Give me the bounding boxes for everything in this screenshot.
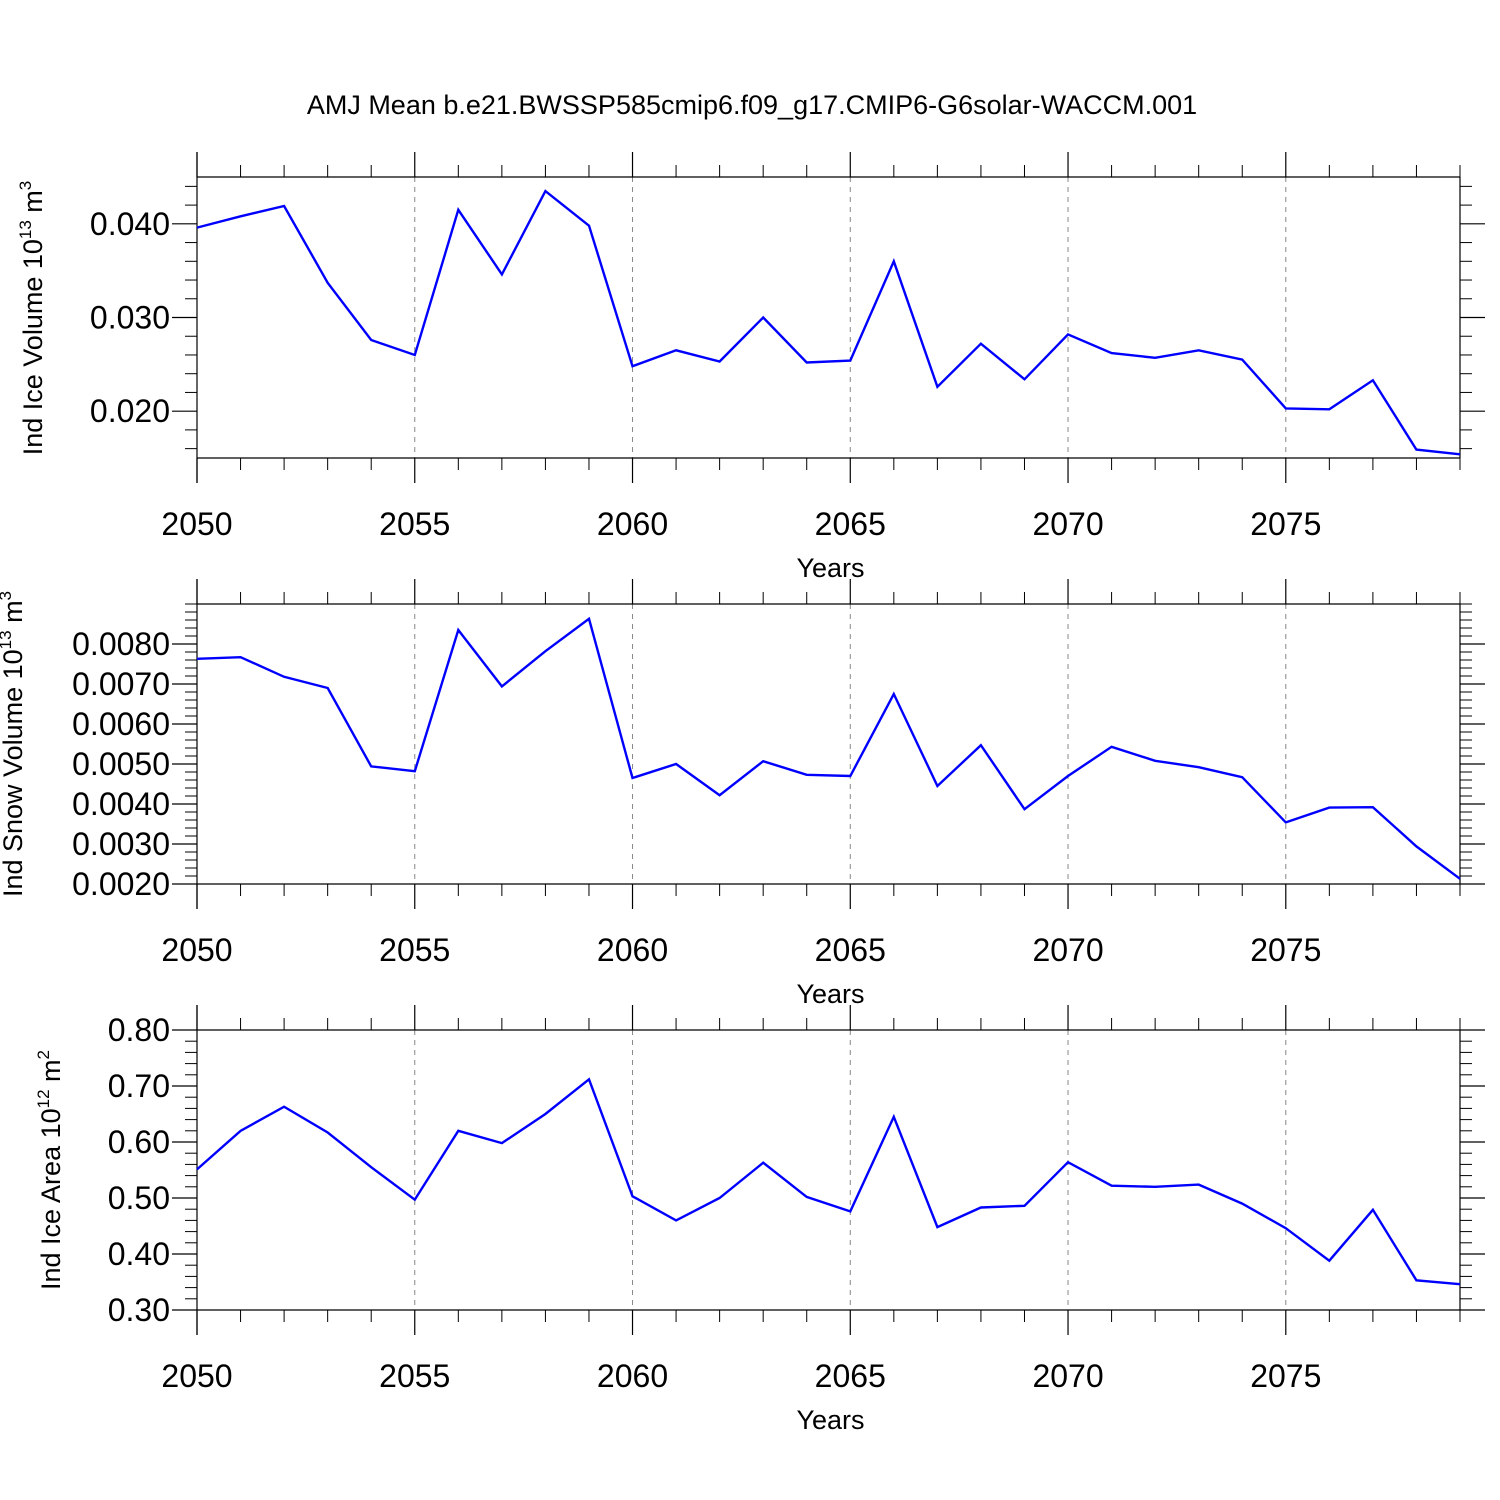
y-tick-label: 0.0060 bbox=[72, 706, 170, 742]
y-tick-label: 0.50 bbox=[108, 1180, 170, 1216]
figure-title: AMJ Mean b.e21.BWSSP585cmip6.f09_g17.CMI… bbox=[307, 90, 1197, 120]
chart-panels: 0.020 0.030 0.040 2050 2055 2060 2065 2070 2075 Y… bbox=[0, 152, 1485, 1435]
y-axis-title: Ind Ice Area 1012 m2 bbox=[34, 1050, 66, 1290]
y-tick-label: 0.030 bbox=[90, 300, 170, 336]
x-tick-label: 2065 bbox=[815, 1358, 886, 1394]
y-axis-title-part: Ind Snow Volume 10 bbox=[0, 649, 28, 897]
y-tick-label: 0.0070 bbox=[72, 666, 170, 702]
x-axis-title: Years bbox=[796, 1405, 864, 1435]
y-axis-title-superscript: 3 bbox=[0, 591, 15, 600]
y-tick-label: 0.30 bbox=[108, 1292, 170, 1328]
y-tick-label: 0.0080 bbox=[72, 626, 170, 662]
y-tick-label: 0.40 bbox=[108, 1236, 170, 1272]
panel-3: 0.30 0.40 0.50 0.60 0.70 0.80 2050 2055 2060 2065… bbox=[34, 1005, 1485, 1435]
x-tick-label: 2065 bbox=[815, 506, 886, 542]
x-tick-label: 2070 bbox=[1032, 932, 1103, 968]
x-tick-label: 2050 bbox=[161, 506, 232, 542]
y-tick-label: 0.040 bbox=[90, 206, 170, 242]
y-tick-label: 0.0050 bbox=[72, 746, 170, 782]
y-tick-label: 0.70 bbox=[108, 1068, 170, 1104]
x-tick-label: 2055 bbox=[379, 506, 450, 542]
x-tick-label: 2065 bbox=[815, 932, 886, 968]
x-tick-label: 2070 bbox=[1032, 1358, 1103, 1394]
y-tick-label: 0.0020 bbox=[72, 866, 170, 902]
x-axis-title: Years bbox=[796, 979, 864, 1009]
x-tick-label: 2060 bbox=[597, 506, 668, 542]
y-tick-label: 0.0030 bbox=[72, 826, 170, 862]
series-line bbox=[196, 616, 1461, 880]
panel-2: 0.0020 0.0030 0.0040 0.0050 0.0060 0.0070 0.00… bbox=[0, 579, 1485, 1009]
y-axis-title-part: m bbox=[0, 600, 28, 630]
y-axis-title-superscript: 12 bbox=[34, 1089, 53, 1108]
y-tick-label: 0.60 bbox=[108, 1124, 170, 1160]
x-tick-label: 2050 bbox=[161, 1358, 232, 1394]
x-tick-label: 2055 bbox=[379, 932, 450, 968]
y-axis-title: Ind Ice Volume 1013 m3 bbox=[16, 181, 48, 456]
x-tick-label: 2075 bbox=[1250, 1358, 1321, 1394]
y-axis-title-superscript: 2 bbox=[34, 1050, 53, 1059]
y-tick-label: 0.80 bbox=[108, 1012, 170, 1048]
y-tick-label: 0.020 bbox=[90, 393, 170, 429]
series-line bbox=[196, 1077, 1461, 1286]
x-tick-label: 2075 bbox=[1250, 932, 1321, 968]
x-tick-label: 2055 bbox=[379, 1358, 450, 1394]
y-axis-title-part: Ind Ice Volume 10 bbox=[18, 239, 48, 455]
y-axis-title-part: Ind Ice Area 10 bbox=[36, 1108, 66, 1290]
series-line bbox=[196, 189, 1461, 456]
x-tick-label: 2075 bbox=[1250, 506, 1321, 542]
x-tick-label: 2050 bbox=[161, 932, 232, 968]
x-axis-title: Years bbox=[796, 553, 864, 583]
x-tick-label: 2070 bbox=[1032, 506, 1103, 542]
panel-1: 0.020 0.030 0.040 2050 2055 2060 2065 2070 2075 Y… bbox=[16, 152, 1485, 583]
y-axis-title-part: m bbox=[36, 1059, 66, 1089]
y-tick-label: 0.0040 bbox=[72, 786, 170, 822]
y-axis-title-superscript: 3 bbox=[16, 181, 35, 190]
y-axis-title-part: m bbox=[18, 190, 48, 220]
y-axis-title: Ind Snow Volume 1013 m3 bbox=[0, 591, 28, 897]
y-axis-title-superscript: 13 bbox=[16, 220, 35, 239]
y-axis-title-superscript: 13 bbox=[0, 630, 15, 649]
x-tick-label: 2060 bbox=[597, 932, 668, 968]
x-tick-label: 2060 bbox=[597, 1358, 668, 1394]
